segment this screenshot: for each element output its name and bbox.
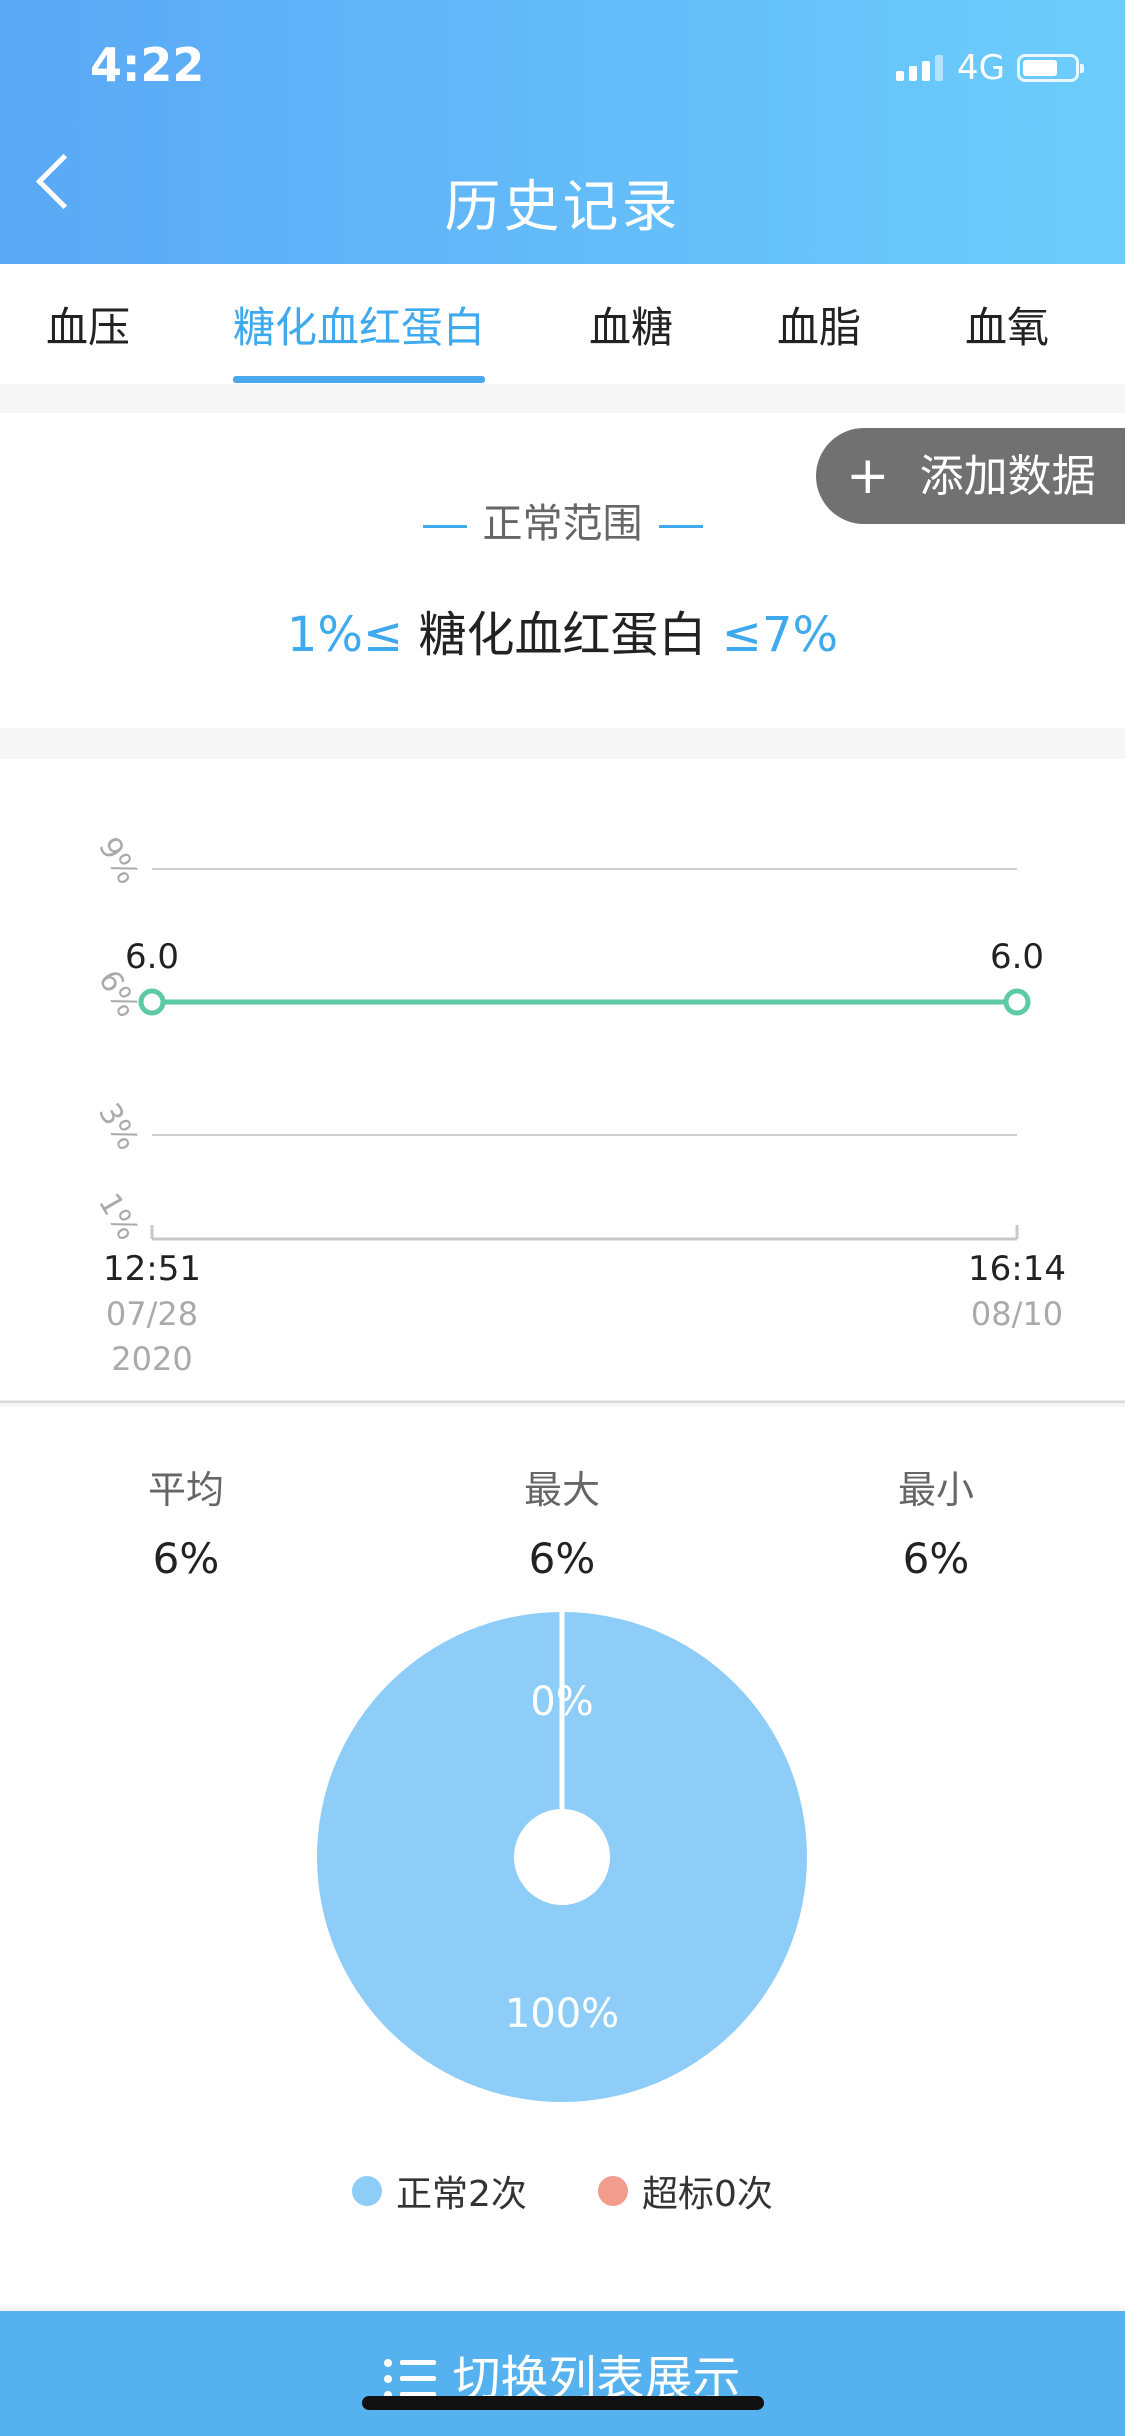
legend-exceed-label: 超标0次 bbox=[642, 2174, 773, 2215]
app-header: 4:22 4G 历史记录 bbox=[0, 0, 1125, 264]
trend-chart: 1% 3% 6% 9% 6.0 6.0 12:51 07/28 2020 16:14 08/10 bbox=[0, 759, 1125, 1403]
pie-label-exceed: 0% bbox=[530, 1679, 593, 1725]
normal-range-title: 正常范围 bbox=[0, 491, 1125, 549]
pie-center-hole bbox=[514, 1809, 610, 1905]
stats-section: 平均 6% 最大 6% 最小 6% 100% 0% 正常2次 超标0次 bbox=[0, 1407, 1125, 2307]
legend-normal-dot bbox=[352, 2176, 382, 2206]
tab-blood-sugar[interactable]: 血糖 bbox=[589, 303, 674, 352]
stat-max-value: 6% bbox=[528, 1534, 596, 1583]
active-tab-indicator bbox=[233, 376, 485, 383]
tab-blood-pressure[interactable]: 血压 bbox=[46, 303, 131, 352]
normal-range-label: 正常范围 bbox=[482, 501, 643, 547]
legend-normal: 正常2次 bbox=[352, 2165, 527, 2217]
stat-average-value: 6% bbox=[152, 1534, 220, 1583]
normal-range-formula: 1%≤ 糖化血红蛋白 ≤7% bbox=[0, 595, 1125, 665]
y-tick-label: 9% bbox=[91, 832, 145, 891]
title-dash-right bbox=[658, 524, 703, 528]
x-tick-year: 2020 bbox=[111, 1340, 192, 1378]
status-indicators: 4G bbox=[896, 48, 1084, 88]
legend-normal-label: 正常2次 bbox=[396, 2174, 527, 2215]
home-indicator bbox=[362, 2396, 764, 2410]
range-metric-name: 糖化血红蛋白 bbox=[418, 607, 707, 663]
x-tick-time: 12:51 bbox=[103, 1249, 201, 1289]
signal-icon bbox=[896, 55, 944, 81]
network-type: 4G bbox=[957, 48, 1005, 88]
range-lower: 1%≤ bbox=[286, 607, 404, 663]
x-tick-time: 16:14 bbox=[968, 1249, 1066, 1289]
data-label: 6.0 bbox=[125, 937, 179, 977]
tab-bar: 血压 糖化血红蛋白 血糖 血脂 血氧 bbox=[0, 264, 1125, 384]
pie-label-normal: 100% bbox=[505, 1991, 619, 2037]
list-icon bbox=[384, 2359, 437, 2399]
tab-hba1c[interactable]: 糖化血红蛋白 bbox=[233, 303, 486, 352]
legend-exceed: 超标0次 bbox=[598, 2165, 773, 2217]
add-data-label: 添加数据 bbox=[919, 451, 1096, 502]
x-tick-date: 08/10 bbox=[971, 1295, 1063, 1333]
legend-exceed-dot bbox=[598, 2176, 628, 2206]
range-upper: ≤7% bbox=[721, 607, 839, 663]
page-title: 历史记录 bbox=[444, 175, 681, 240]
data-label: 6.0 bbox=[990, 937, 1044, 977]
distribution-pie: 100% 0% bbox=[317, 1612, 807, 2102]
pie-legend: 正常2次 超标0次 bbox=[0, 2165, 1125, 2225]
title-dash-left bbox=[422, 524, 467, 528]
x-tick-date: 07/28 bbox=[106, 1295, 198, 1333]
add-data-button[interactable]: + 添加数据 bbox=[816, 428, 1125, 524]
stat-min: 最小 6% bbox=[786, 1459, 1086, 1583]
y-tick-label: 1% bbox=[91, 1188, 145, 1247]
stat-average-label: 平均 bbox=[147, 1468, 224, 1512]
stat-min-value: 6% bbox=[902, 1534, 970, 1583]
stat-average: 平均 6% bbox=[36, 1459, 336, 1583]
status-time: 4:22 bbox=[90, 38, 205, 92]
data-point[interactable] bbox=[1003, 988, 1031, 1016]
stat-max-label: 最大 bbox=[523, 1468, 600, 1512]
y-tick-label: 3% bbox=[91, 1098, 145, 1157]
stat-min-label: 最小 bbox=[897, 1468, 974, 1512]
switch-list-button[interactable]: 切换列表展示 bbox=[0, 2311, 1125, 2436]
tab-blood-oxygen[interactable]: 血氧 bbox=[965, 303, 1050, 352]
tab-blood-lipid[interactable]: 血脂 bbox=[777, 303, 862, 352]
data-point[interactable] bbox=[138, 988, 166, 1016]
stat-max: 最大 6% bbox=[412, 1459, 712, 1583]
plus-icon: + bbox=[846, 446, 890, 506]
battery-icon bbox=[1017, 54, 1084, 82]
